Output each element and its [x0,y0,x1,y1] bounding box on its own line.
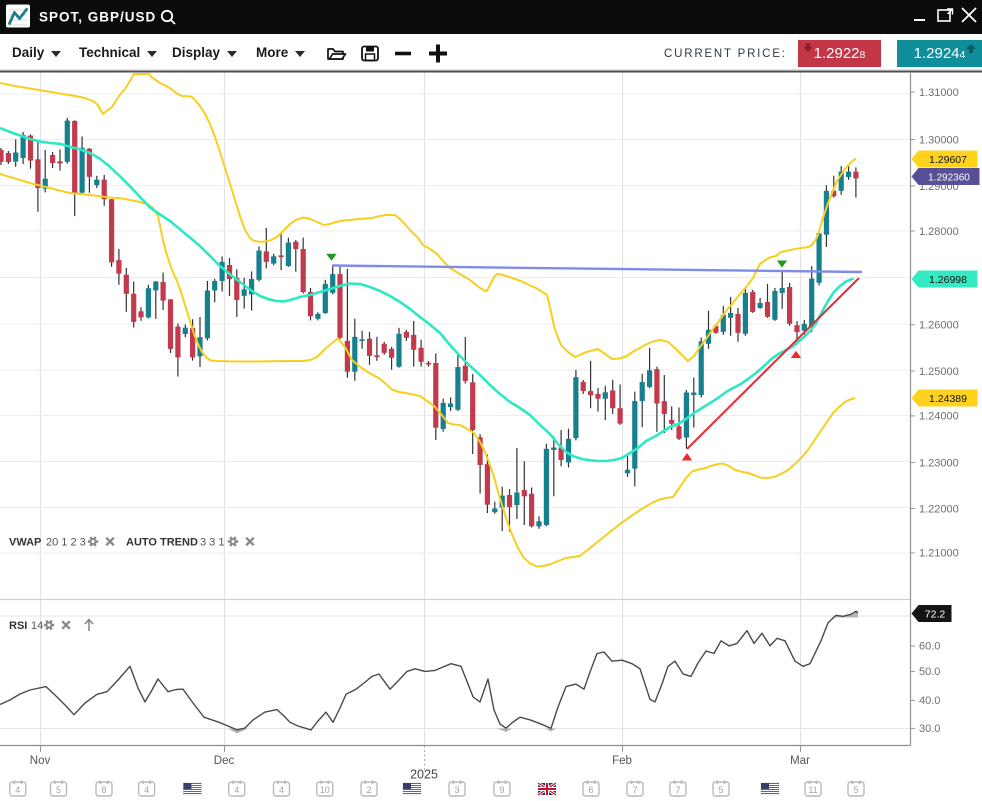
svg-text:1.29607: 1.29607 [929,154,967,166]
svg-text:AUTO TREND: AUTO TREND [126,537,198,549]
svg-text:5: 5 [853,785,858,795]
svg-text:1.23000: 1.23000 [919,457,959,469]
svg-text:1.24389: 1.24389 [929,393,967,405]
svg-text:7: 7 [675,785,680,795]
svg-text:4: 4 [279,785,284,795]
svg-text:3 3 1: 3 3 1 [200,537,224,549]
svg-text:1.28000: 1.28000 [919,226,959,238]
svg-text:4: 4 [234,785,239,795]
svg-text:4: 4 [15,785,20,795]
svg-text:SPOT, GBP/USD: SPOT, GBP/USD [39,10,156,25]
svg-text:3: 3 [454,785,459,795]
svg-text:Nov: Nov [30,755,51,767]
svg-text:50.0: 50.0 [919,666,940,678]
svg-text:6: 6 [588,785,593,795]
svg-text:14: 14 [31,620,43,632]
svg-text:1.30000: 1.30000 [919,134,959,146]
svg-text:2025: 2025 [410,768,438,782]
svg-text:Feb: Feb [612,755,632,767]
svg-text:VWAP: VWAP [9,537,41,549]
svg-text:30.0: 30.0 [919,723,940,735]
svg-text:1.26000: 1.26000 [919,320,959,332]
svg-text:40.0: 40.0 [919,695,940,707]
svg-text:1.21000: 1.21000 [919,548,959,560]
svg-text:60.0: 60.0 [919,641,940,653]
svg-text:4: 4 [144,785,149,795]
svg-text:72.2: 72.2 [925,608,946,620]
svg-text:Mar: Mar [790,755,810,767]
svg-text:Dec: Dec [214,755,235,767]
svg-text:1.25000: 1.25000 [919,366,959,378]
svg-text:11: 11 [808,785,817,795]
svg-text:1.292360: 1.292360 [928,172,970,183]
svg-text:7: 7 [632,785,637,795]
svg-text:1.22000: 1.22000 [919,503,959,515]
svg-text:8: 8 [101,785,106,795]
svg-text:5: 5 [56,785,61,795]
svg-text:9: 9 [499,785,504,795]
svg-text:RSI: RSI [9,620,27,632]
svg-text:1.31000: 1.31000 [919,87,959,99]
svg-text:2: 2 [366,785,371,795]
svg-text:1.24000: 1.24000 [919,411,959,423]
svg-text:1.26998: 1.26998 [929,274,967,286]
svg-text:10: 10 [320,785,330,795]
svg-text:20 1 2 3: 20 1 2 3 [46,537,86,549]
svg-text:5: 5 [718,785,723,795]
